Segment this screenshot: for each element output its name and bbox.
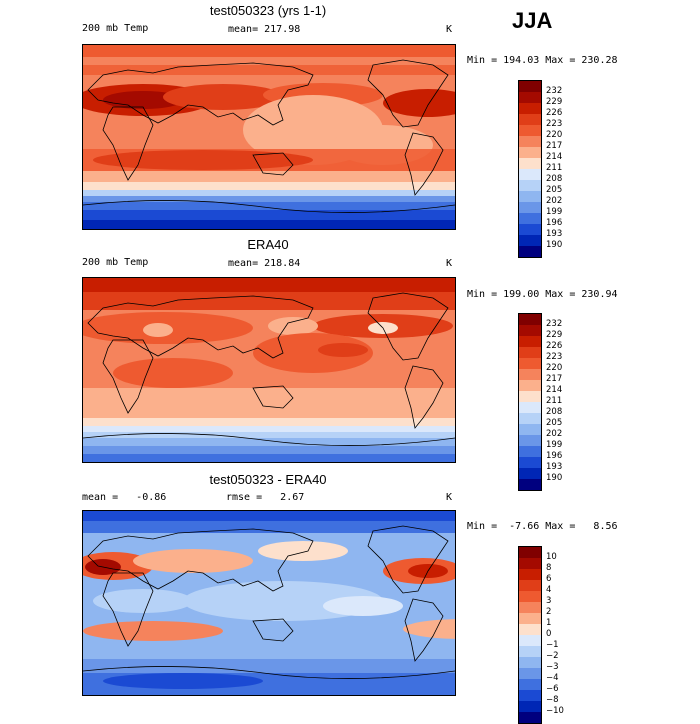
colorbar-tick-label: 229 <box>546 330 563 340</box>
panel-2-variable-label: 200 mb Temp <box>82 257 149 268</box>
colorbar-tick-label: 220 <box>546 130 563 140</box>
colorbar-tick-label: 0 <box>546 629 552 639</box>
colorbar-tick-label: 199 <box>546 207 563 217</box>
colorbar-tick-label: 190 <box>546 240 563 250</box>
colorbar-tick-label: 205 <box>546 418 563 428</box>
colorbar-tick-label: 202 <box>546 196 563 206</box>
colorbar-tick-label: 217 <box>546 141 563 151</box>
colorbar-tick-label: −6 <box>546 684 559 694</box>
panel-1-colorbar <box>518 80 542 258</box>
colorbar-tick-label: 211 <box>546 396 563 406</box>
panel-2-mean-label: mean= 218.84 <box>228 258 301 269</box>
panel-3-rmse-label: rmse = 2.67 <box>226 492 305 503</box>
colorbar-tick-label: 217 <box>546 374 563 384</box>
colorbar-tick-label: 226 <box>546 341 563 351</box>
colorbar-tick-label: 4 <box>546 585 552 595</box>
panel-2-colorbar-labels: 232 229 226 223 220 217 214 211 208 205 … <box>546 319 562 484</box>
panel-1-title: test050323 (yrs 1-1) <box>209 3 327 18</box>
colorbar-tick-label: −2 <box>546 651 559 661</box>
panel-3-mean-label: mean = -0.86 <box>82 492 167 503</box>
panel-1-minmax-label: Min = 194.03 Max = 230.28 <box>467 55 618 66</box>
panel-2-map <box>82 277 456 463</box>
colorbar-tick-label: −1 <box>546 640 559 650</box>
panel-3-colorbar-labels: 10 8 6 4 3 2 1 0 −1 −2 −3 −4 −6 −8 −10 <box>546 552 564 717</box>
colorbar-tick-label: 232 <box>546 86 563 96</box>
colorbar-tick-label: 3 <box>546 596 552 606</box>
season-label: JJA <box>512 8 553 33</box>
colorbar-tick-label: 1 <box>546 618 552 628</box>
panel-3-colorbar <box>518 546 542 724</box>
colorbar-tick-label: 229 <box>546 97 563 107</box>
colorbar-tick-label: 223 <box>546 119 563 129</box>
colorbar-tick-label: 196 <box>546 218 563 228</box>
panel-2-title: ERA40 <box>247 237 289 252</box>
colorbar-tick-label: 190 <box>546 473 563 483</box>
colorbar-tick-label: 6 <box>546 574 552 584</box>
panel-3-map <box>82 510 456 696</box>
colorbar-tick-label: 223 <box>546 352 563 362</box>
colorbar-tick-label: −10 <box>546 706 564 716</box>
colorbar-tick-label: 193 <box>546 462 563 472</box>
colorbar-tick-label: 193 <box>546 229 563 239</box>
panel-1-variable-label: 200 mb Temp <box>82 23 149 34</box>
panel-1-units-label: K <box>446 24 453 35</box>
colorbar-tick-label: 226 <box>546 108 563 118</box>
colorbar-tick-label: 10 <box>546 552 557 562</box>
colorbar-tick-label: 208 <box>546 407 563 417</box>
panel-3-title: test050323 - ERA40 <box>209 472 327 487</box>
colorbar-tick-label: 196 <box>546 451 563 461</box>
panel-1-mean-label: mean= 217.98 <box>228 24 301 35</box>
panel-2-units-label: K <box>446 258 453 269</box>
colorbar-tick-label: 208 <box>546 174 563 184</box>
colorbar-tick-label: −8 <box>546 695 559 705</box>
colorbar-tick-label: 214 <box>546 152 563 162</box>
colorbar-tick-label: 8 <box>546 563 552 573</box>
panel-2-colorbar <box>518 313 542 491</box>
colorbar-tick-label: 232 <box>546 319 563 329</box>
colorbar-tick-label: −4 <box>546 673 559 683</box>
colorbar-tick-label: 205 <box>546 185 563 195</box>
panel-1-colorbar-labels: 232 229 226 223 220 217 214 211 208 205 … <box>546 86 562 251</box>
colorbar-tick-label: 220 <box>546 363 563 373</box>
colorbar-tick-label: 202 <box>546 429 563 439</box>
colorbar-tick-label: −3 <box>546 662 559 672</box>
panel-1-map <box>82 44 456 230</box>
colorbar-tick-label: 214 <box>546 385 563 395</box>
colorbar-tick-label: 211 <box>546 163 563 173</box>
colorbar-tick-label: 2 <box>546 607 552 617</box>
panel-3-units-label: K <box>446 492 453 503</box>
panel-3-minmax-label: Min = -7.66 Max = 8.56 <box>467 521 618 532</box>
colorbar-tick-label: 199 <box>546 440 563 450</box>
panel-2-minmax-label: Min = 199.00 Max = 230.94 <box>467 289 618 300</box>
